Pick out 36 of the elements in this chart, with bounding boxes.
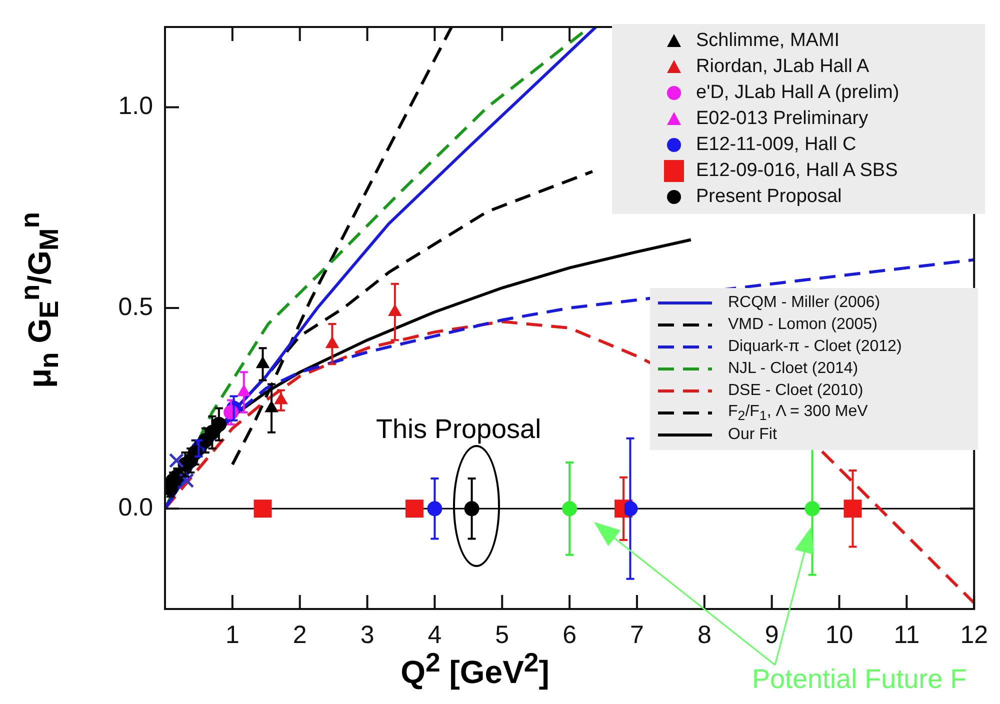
y-tick-label: 0.5 (118, 292, 153, 321)
point (178, 472, 194, 488)
legend-label: RCQM - Miller (2006) (728, 294, 880, 312)
legend-label: E02-013 Preliminary (696, 108, 868, 130)
x-tick-label: 9 (764, 620, 779, 649)
legend-label: DSE - Cloet (2010) (728, 382, 864, 400)
point (405, 500, 424, 518)
x-tick-label: 5 (495, 620, 510, 649)
legend-label: Riordan, JLab Hall A (696, 56, 870, 78)
y-tick-label: 0.0 (118, 494, 153, 522)
x-tick-label: 11 (894, 620, 920, 649)
x-tick-label: 8 (697, 620, 712, 649)
legend-label: e'D, JLab Hall A (prelim) (696, 82, 900, 104)
legend-label: NJL - Cloet (2014) (728, 360, 858, 378)
point (168, 452, 184, 468)
legend-label: Present Proposal (696, 186, 842, 208)
legend-label: Diquark-π - Cloet (2012) (728, 338, 902, 356)
text: Potential Future F (752, 664, 967, 695)
annotation: This Proposal (376, 414, 542, 445)
x-tick-label: 3 (360, 620, 374, 649)
x-tick-label: 1 (225, 620, 240, 649)
x-axis-title: Q$^{2}$ [GeV$^{2}$] (400, 647, 550, 692)
y-tick-label: 1.0 (118, 92, 153, 120)
x-tick-label: 10 (825, 620, 854, 649)
legend-label: Schlimme, MAMI (696, 30, 840, 52)
x-tick-label: 7 (630, 620, 644, 649)
legend-label: Our Fit (728, 426, 777, 444)
legend-label: E12-09-016, Hall A SBS (696, 160, 898, 182)
legend-label: F$_{2}$/F$_{1}$, Λ = 300 MeV (728, 402, 868, 424)
x-tick-label: 4 (428, 620, 442, 649)
legend-label: VMD - Lomon (2005) (728, 316, 878, 334)
x-tick-label: 6 (562, 620, 576, 649)
x-tick-label: 12 (960, 620, 988, 649)
legend-label: E12-11-009, Hall C (696, 134, 856, 156)
x-tick-label: 2 (292, 620, 307, 649)
point (254, 500, 272, 518)
